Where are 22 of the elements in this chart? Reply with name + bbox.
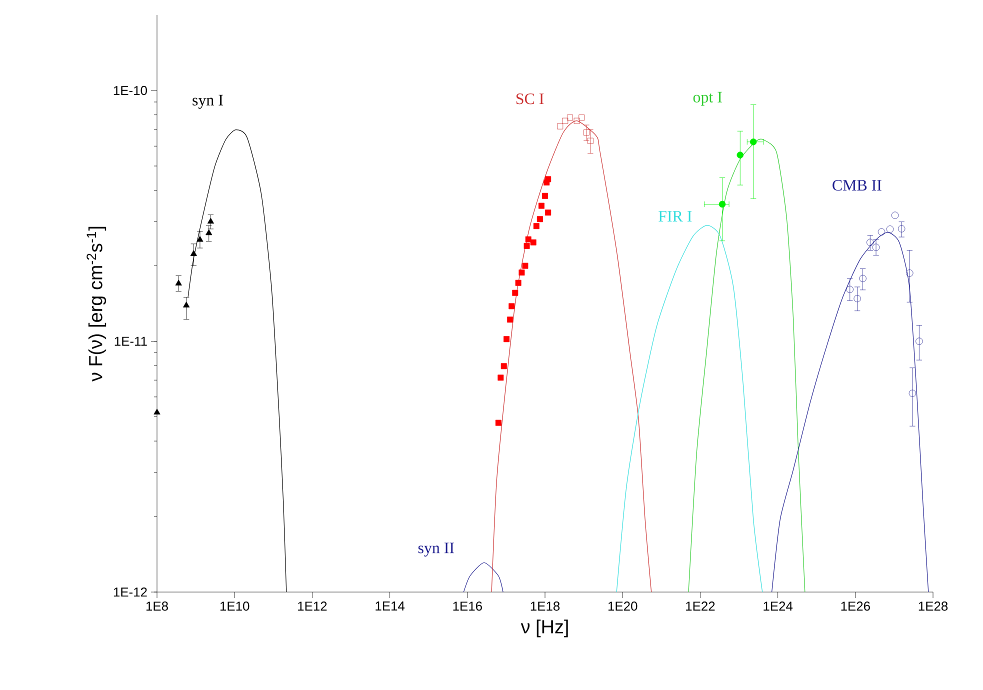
x-tick-label: 1E22 (686, 602, 715, 611)
series-label: syn I (192, 94, 223, 109)
y-tick-label: 1E-12 (114, 588, 147, 597)
x-tick-label: 1E14 (376, 602, 405, 610)
series-label: syn II (418, 542, 454, 557)
x-tick-label: 1E10 (220, 602, 250, 611)
series-label: FIR I (658, 211, 692, 222)
y-axis-title: ν F(ν) [erg cm$^{-2}$s$^{-1}$] (86, 226, 106, 382)
text: CMB II (832, 180, 882, 191)
x-tick-label: 1E24 (764, 602, 793, 611)
x-tick-label: 1E26 (841, 602, 870, 611)
x-tick-label: 1E12 (298, 602, 327, 611)
x-tick-label: 1E8 (146, 602, 168, 611)
text: SC I (516, 93, 544, 104)
text: opt I (693, 92, 722, 106)
x-axis-title: ν [Hz] (520, 620, 568, 638)
y-tick-label: 1E-11 (114, 336, 147, 346)
x-tick-label: 1E16 (453, 602, 482, 611)
x-tick-label: 1E28 (918, 602, 948, 611)
x-tick-label: 1E18 (530, 602, 560, 611)
x-tick-label: 1E20 (608, 602, 638, 611)
y-tick-label: 1E-10 (114, 86, 147, 96)
